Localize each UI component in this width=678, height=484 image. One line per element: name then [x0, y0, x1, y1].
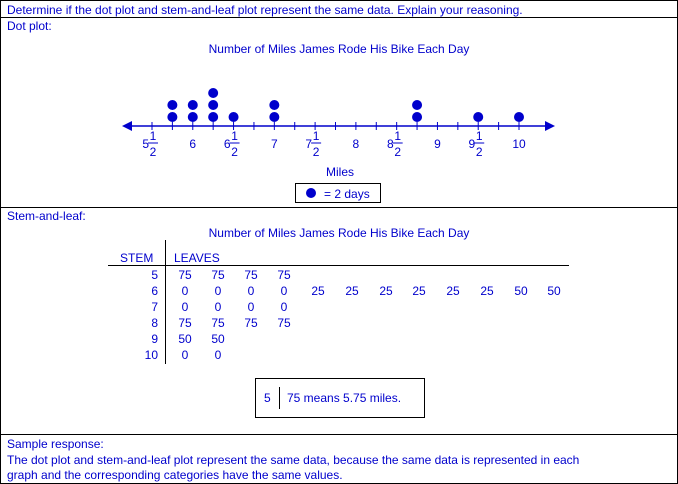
leaf-value: 25 [480, 284, 494, 298]
stem-divider [165, 240, 166, 364]
leaf-value: 0 [280, 300, 288, 314]
axis-label: Miles [325, 165, 354, 179]
tick-label-numerator: 1 [394, 129, 401, 143]
leaf-value: 0 [214, 300, 222, 314]
data-dot [167, 100, 178, 110]
leaf-value: 50 [547, 284, 561, 298]
data-dot [514, 112, 524, 122]
divider [0, 207, 678, 208]
data-dot [269, 112, 280, 122]
leaf-value: 75 [277, 316, 291, 330]
sample-response-label: Sample response: [7, 437, 104, 451]
tick-label-whole: 9 [469, 137, 476, 151]
dot-plot-title: Number of Miles James Rode His Bike Each… [208, 42, 470, 56]
data-dot [167, 112, 178, 122]
stem-value: 6 [151, 284, 158, 298]
header-rule [108, 265, 569, 266]
arrow-right-icon [545, 121, 555, 131]
tick-label: 6 [189, 137, 196, 151]
stem-value: 10 [144, 348, 158, 362]
leaf-value: 0 [181, 300, 189, 314]
stem-leaf-table: STEM LEAVES 5 75 75 75 75 6 0 0 0 0 25 25 25 25 25 25 50… [108, 240, 569, 364]
leaf-value: 0 [214, 284, 222, 298]
leaf-value: 75 [211, 316, 225, 330]
data-dot [208, 100, 219, 110]
tick-label-denominator: 2 [476, 145, 483, 159]
data-dot [473, 112, 484, 122]
tick-label-numerator: 1 [313, 129, 320, 143]
leaf-value: 50 [514, 284, 528, 298]
leaf-value: 0 [181, 284, 189, 298]
key-text: 75 means 5.75 miles. [287, 391, 402, 405]
leaf-value: 50 [211, 332, 225, 346]
key-divider [279, 387, 280, 409]
data-dot [228, 112, 239, 122]
leaf-value: 25 [412, 284, 426, 298]
leaf-value: 0 [280, 284, 288, 298]
stem-value: 7 [151, 300, 158, 314]
leaves-header: LEAVES [174, 251, 220, 265]
leaf-value: 25 [446, 284, 460, 298]
sample-response-line1: The dot plot and stem-and-leaf plot repr… [7, 453, 580, 467]
stem-value: 9 [151, 332, 158, 346]
stem-leaf-key: 5 75 means 5.75 miles. [255, 378, 425, 418]
data-dot [208, 88, 219, 98]
divider [0, 17, 678, 18]
leaf-value: 0 [247, 300, 255, 314]
leaf-value: 25 [311, 284, 325, 298]
leaf-value: 0 [214, 348, 222, 362]
tick-label-numerator: 1 [150, 129, 157, 143]
leaf-value: 25 [345, 284, 359, 298]
tick-label-whole: 6 [224, 137, 231, 151]
data-dot [187, 100, 198, 110]
tick-label-numerator: 1 [476, 129, 483, 143]
leaf-value: 75 [178, 268, 192, 282]
key-stem: 5 [264, 391, 271, 405]
leaf-value: 75 [277, 268, 291, 282]
stem-leaf-title: Number of Miles James Rode His Bike Each… [208, 226, 470, 240]
tick-label: 9 [434, 137, 441, 151]
leaf-value: 75 [244, 268, 258, 282]
dot-plot-legend: = 2 days [295, 183, 381, 203]
stem-leaf-label: Stem-and-leaf: [7, 209, 86, 223]
legend-text: = 2 days [324, 187, 370, 201]
tick-label-denominator: 2 [313, 145, 320, 159]
legend-dot-icon [306, 188, 316, 198]
leaf-value: 75 [211, 268, 225, 282]
stem-value: 5 [151, 268, 158, 282]
leaf-value: 50 [178, 332, 192, 346]
data-dot [208, 112, 219, 122]
data-dot [187, 112, 198, 122]
leaf-value: 75 [244, 316, 258, 330]
tick-label: 8 [353, 137, 360, 151]
data-dot [412, 100, 423, 110]
tick-label-numerator: 1 [231, 129, 238, 143]
data-dot [412, 112, 423, 122]
stem-value: 8 [151, 316, 158, 330]
dot-plot-label: Dot plot: [7, 19, 52, 33]
tick-label-denominator: 2 [394, 145, 401, 159]
tick-label-whole: 5 [142, 137, 149, 151]
prompt-text: Determine if the dot plot and stem-and-l… [7, 3, 523, 17]
data-dot [269, 100, 280, 110]
tick-label-whole: 8 [387, 137, 394, 151]
tick-label-whole: 7 [305, 137, 312, 151]
sample-response-line2: graph and the corresponding categories h… [7, 468, 343, 482]
tick-label-denominator: 2 [150, 145, 157, 159]
leaf-value: 0 [247, 284, 255, 298]
arrow-left-icon [122, 121, 132, 131]
tick-label: 10 [512, 137, 526, 151]
tick-label-denominator: 2 [231, 145, 238, 159]
leaf-value: 0 [181, 348, 189, 362]
divider [0, 434, 678, 435]
stem-header: STEM [120, 251, 154, 265]
leaf-value: 25 [379, 284, 393, 298]
leaf-value: 75 [178, 316, 192, 330]
tick-label: 7 [271, 137, 278, 151]
